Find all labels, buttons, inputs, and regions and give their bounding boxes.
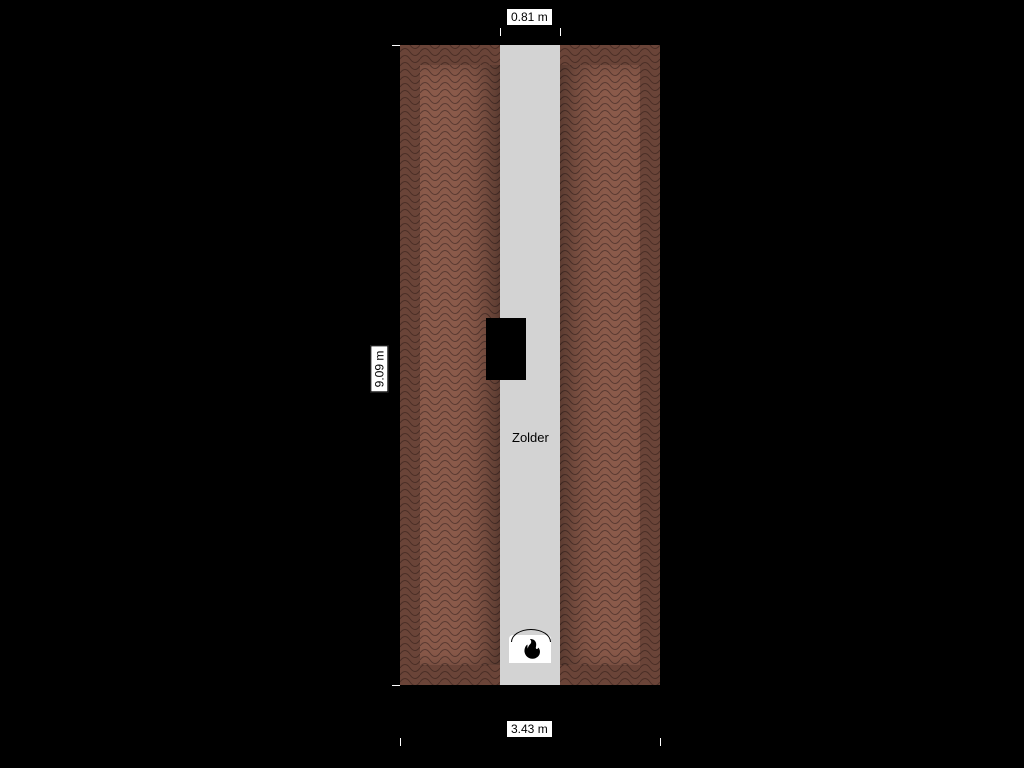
stair-opening <box>486 318 526 380</box>
roof-right-panel <box>560 65 640 665</box>
flame-icon: 🔥 <box>521 640 543 658</box>
dimension-bottom: 3.43 m <box>506 720 553 738</box>
dim-tick <box>392 685 400 686</box>
dim-tick <box>392 45 400 46</box>
dim-tick <box>500 28 501 36</box>
heater-unit: 🔥 <box>509 635 551 663</box>
dim-tick <box>560 28 561 36</box>
corridor-top-gap <box>500 45 560 65</box>
dim-tick <box>660 738 661 746</box>
corridor-bottom-gap <box>500 665 560 685</box>
dim-tick <box>400 738 401 746</box>
room-label-zolder: Zolder <box>512 430 549 445</box>
floorplan-stage: 🔥 Zolder 0.81 m 9.09 m 3.43 m <box>0 0 1024 768</box>
dimension-left: 9.09 m <box>370 346 388 393</box>
dimension-top: 0.81 m <box>506 8 553 26</box>
